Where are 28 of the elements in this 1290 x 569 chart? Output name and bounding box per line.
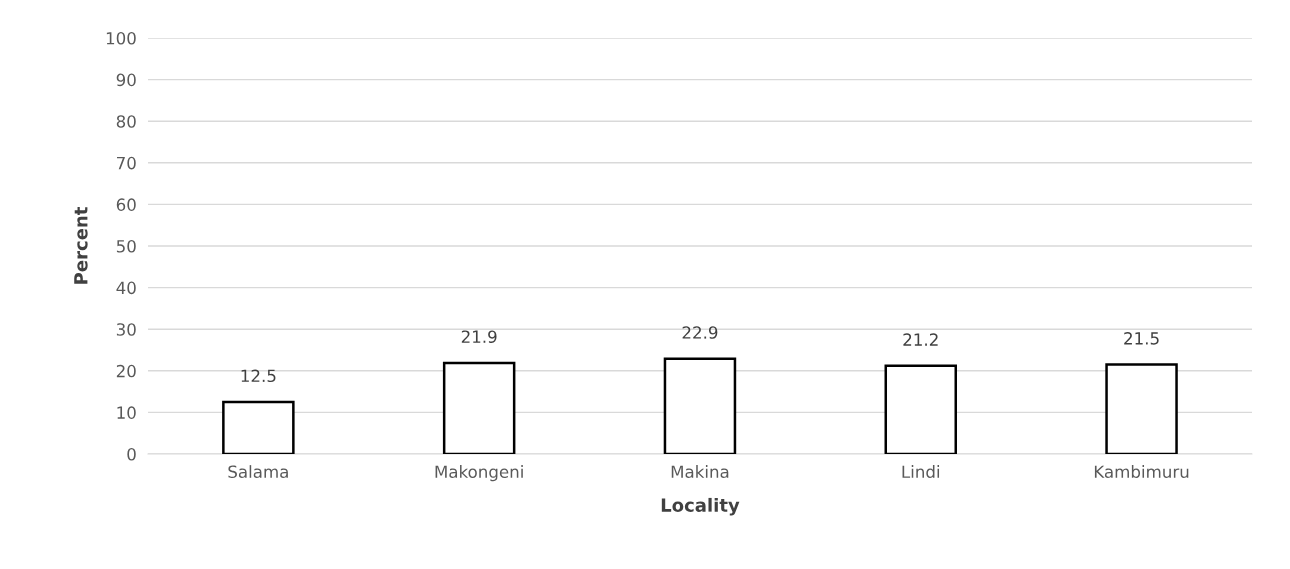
data-label: 21.9 <box>461 330 497 344</box>
x-axis-title: Locality <box>661 497 740 516</box>
y-tick-label: 0 <box>127 447 136 461</box>
y-tick-label: 60 <box>116 198 136 211</box>
y-tick-label: 20 <box>116 364 136 378</box>
y-tick-label: 40 <box>116 281 136 295</box>
bar <box>663 357 737 455</box>
y-tick-label: 30 <box>116 323 136 336</box>
y-tick-label: 70 <box>117 156 136 170</box>
bar <box>1105 363 1178 455</box>
x-tick-label: Kambimuru <box>1094 465 1189 479</box>
bar <box>884 364 957 455</box>
y-axis-title: Percent <box>74 207 88 284</box>
y-tick-label: 80 <box>116 115 136 128</box>
x-tick-label: Makina <box>671 465 729 479</box>
x-tick-label: Lindi <box>902 465 940 479</box>
y-tick-label: 100 <box>106 31 136 45</box>
data-label: 12.5 <box>241 369 276 383</box>
y-tick-label: 90 <box>116 73 136 87</box>
data-label: 21.2 <box>903 333 938 346</box>
bar <box>222 400 295 455</box>
bar <box>442 361 516 455</box>
x-tick-label: Makongeni <box>435 465 523 482</box>
y-tick-label: 50 <box>116 239 136 253</box>
x-tick-label: Salama <box>228 465 288 479</box>
data-label: 21.5 <box>1124 332 1159 345</box>
data-label: 22.9 <box>682 326 718 339</box>
y-tick-label: 10 <box>117 406 136 419</box>
